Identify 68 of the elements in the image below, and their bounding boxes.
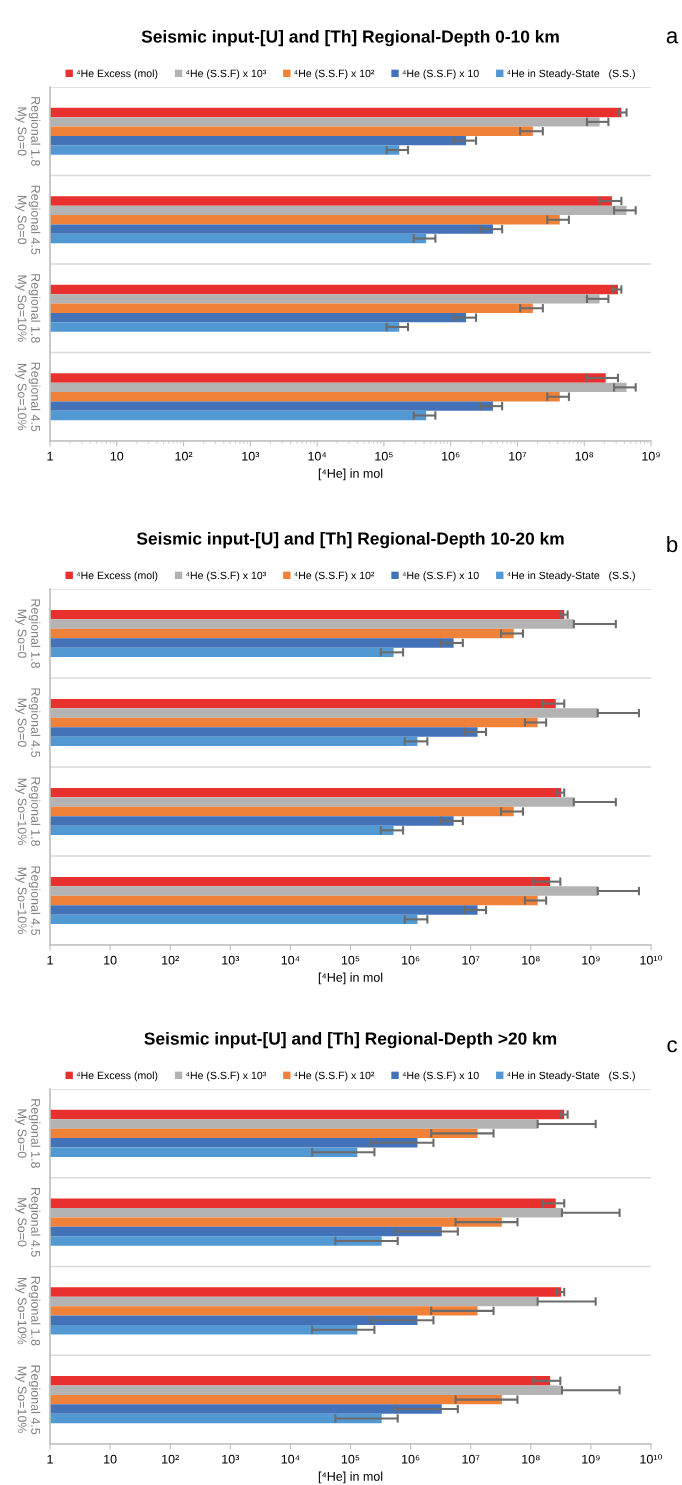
y-tick-label: Regional 1.8 My So=10% [15,274,41,343]
x-tick-label: 10⁹ [582,955,600,965]
x-tick-label: 10 [110,451,124,461]
x-tick-label: 10⁶ [402,955,420,965]
text: b [667,535,678,553]
legend-label: ⁴He (S.S.F) x 10² [294,69,375,80]
y-tick-label: Regional 4.5 My So=0 [15,688,41,758]
x-tick-label: 10³ [222,955,240,965]
text: a [666,31,679,44]
x-tick-label: 10 [104,955,117,965]
x-tick-label: 10⁷ [462,1454,480,1464]
y-tick-label: Regional 1.8 My So=0 [15,97,41,166]
legend-label: ⁴He (S.S.F) x 10² [294,571,375,582]
x-tick-label: 10³ [242,451,260,461]
x-tick-label: 1 [47,1454,53,1464]
x-tick-label: 10⁹ [642,451,660,461]
x-tick-label: 10¹⁰ [640,1454,663,1464]
x-tick-label: 10⁵ [341,1454,360,1464]
legend-label: ⁴He (S.S.F) x 10 [402,571,479,582]
x-axis-title: [⁴He] in mol [318,468,383,481]
x-tick-label: 10³ [222,1454,240,1464]
legend-label: ⁴He in Steady-State (S.S.) [507,571,635,582]
x-tick-label: 10⁸ [522,955,540,965]
y-tick-label: Regional 1.8 My So=10% [15,777,41,847]
x-tick-label: 10² [175,451,193,461]
x-tick-label: 10⁶ [402,1454,420,1464]
y-tick-label: Regional 1.8 My So=0 [15,1099,41,1168]
x-tick-label: 10⁴ [281,955,300,965]
y-tick-label: Regional 4.5 My So=10% [15,1365,41,1435]
legend-label: ⁴He in Steady-State (S.S.) [507,69,635,80]
legend-label: ⁴He (S.S.F) x 10² [294,1071,375,1082]
chart-title: Seismic input-[U] and [Th] Regional-Depth 0-10 km [141,29,559,47]
x-axis-title: [⁴He] in mol [318,972,383,985]
legend-label: ⁴He (S.S.F) x 10³ [186,69,267,80]
x-tick-label: 10 [104,1454,117,1464]
y-tick-label: Regional 4.5 My So=10% [15,362,41,432]
chart-title: Seismic input-[U] and [Th] Regional-Depth >20 km [144,1031,557,1049]
x-tick-label: 10⁴ [281,1454,300,1464]
chart-title: Seismic input-[U] and [Th] Regional-Depth 10-20 km [136,531,564,549]
x-tick-label: 1 [47,955,53,965]
x-tick-label: 10⁴ [308,451,327,461]
x-tick-label: 10⁷ [462,955,480,965]
y-tick-label: Regional 4.5 My So=0 [15,185,41,255]
legend-label: ⁴He (S.S.F) x 10 [402,1071,479,1082]
x-tick-label: 10⁵ [375,451,393,461]
x-tick-label: 10⁶ [442,451,460,461]
x-tick-label: 10⁸ [522,1454,540,1464]
legend-label: ⁴He Excess (mol) [76,1071,158,1082]
x-tick-label: 10⁵ [341,955,360,965]
x-tick-label: 10² [162,1454,179,1464]
x-tick-label: 10⁷ [509,451,527,461]
text: c [667,1040,677,1053]
legend-label: ⁴He Excess (mol) [76,571,158,582]
legend-label: ⁴He (S.S.F) x 10³ [186,1071,267,1082]
y-tick-label: Regional 1.8 My So=0 [15,599,41,669]
legend-label: ⁴He (S.S.F) x 10 [402,69,479,80]
y-tick-label: Regional 4.5 My So=0 [15,1188,41,1257]
legend-label: ⁴He (S.S.F) x 10³ [186,571,267,582]
x-axis-title: [⁴He] in mol [318,1471,383,1484]
x-tick-label: 1 [47,451,53,461]
x-tick-label: 10² [162,955,179,965]
y-tick-label: Regional 1.8 My So=10% [15,1276,41,1346]
x-tick-label: 10⁸ [575,451,594,461]
legend-label: ⁴He in Steady-State (S.S.) [507,1071,635,1082]
y-tick-label: Regional 4.5 My So=10% [15,866,41,936]
x-tick-label: 10¹⁰ [640,955,663,965]
legend-label: ⁴He Excess (mol) [76,69,158,80]
x-tick-label: 10⁹ [582,1454,600,1464]
